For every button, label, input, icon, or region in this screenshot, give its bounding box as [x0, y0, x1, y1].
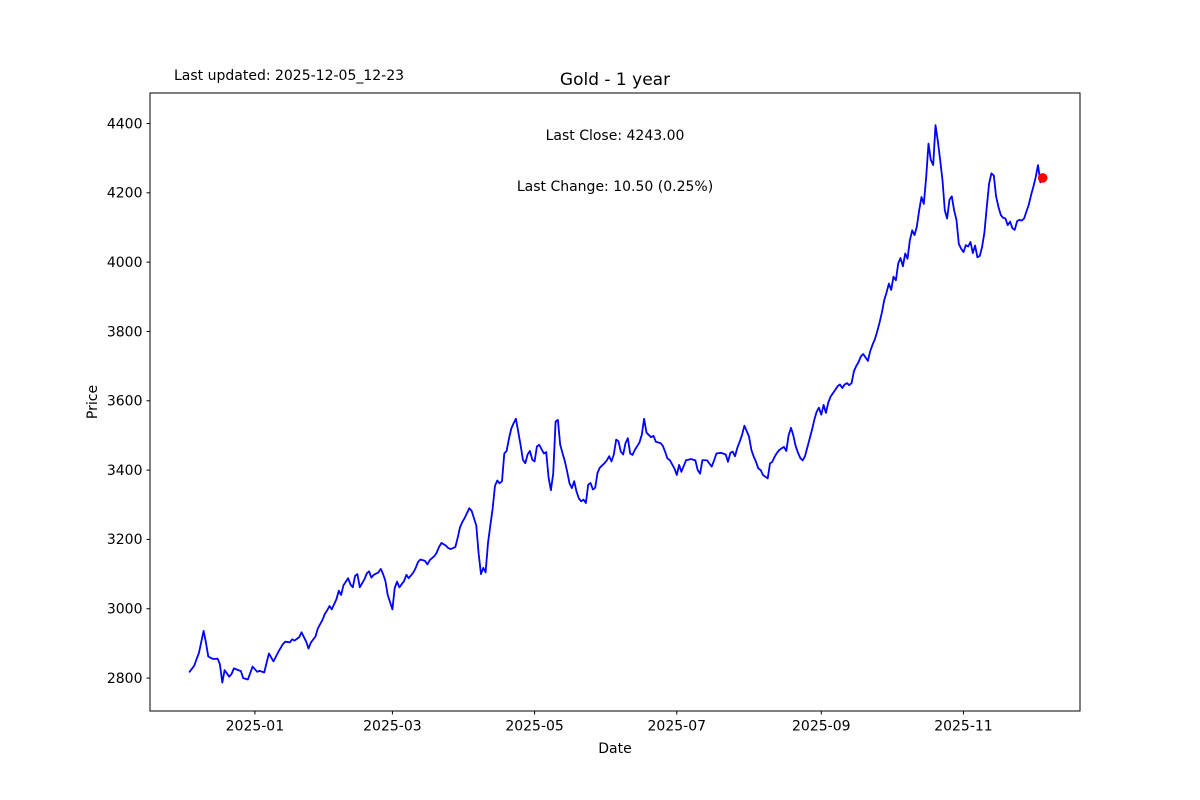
last-change-line: Last Change: 10.50 (0.25%): [516, 179, 714, 195]
y-tick-label: 3400: [107, 463, 143, 479]
y-tick-label: 2800: [107, 671, 143, 687]
y-tick-label: 3600: [107, 394, 143, 410]
y-tick-label: 4000: [107, 255, 143, 271]
last-close-marker: [1037, 173, 1048, 183]
y-axis-label: Price: [85, 384, 101, 420]
chart-title: Gold - 1 year: [559, 70, 671, 90]
last-close-annotation: Last Close: 4243.00 Last Change: 10.50 (…: [517, 94, 713, 230]
x-tick-label: 2025-01: [226, 719, 285, 735]
y-tick-label: 4400: [107, 116, 143, 132]
last-close-line: Last Close: 4243.00: [545, 128, 685, 144]
x-tick-label: 2025-09: [792, 719, 851, 735]
axes-frame: [149, 92, 1081, 712]
x-tick-label: 2025-07: [648, 719, 707, 735]
y-tick-label: 3000: [107, 602, 143, 618]
x-tick-label: 2025-05: [505, 719, 564, 735]
y-tick-label: 3800: [107, 324, 143, 340]
y-tick-label: 3200: [107, 532, 143, 548]
y-tick-label: 4200: [107, 186, 143, 202]
price-line: [188, 124, 1044, 684]
x-axis-label: Date: [598, 741, 632, 757]
last-updated-text: Last updated: 2025-12-05_12-23: [174, 68, 405, 84]
x-tick-label: 2025-03: [363, 719, 422, 735]
x-tick-label: 2025-11: [934, 719, 993, 735]
